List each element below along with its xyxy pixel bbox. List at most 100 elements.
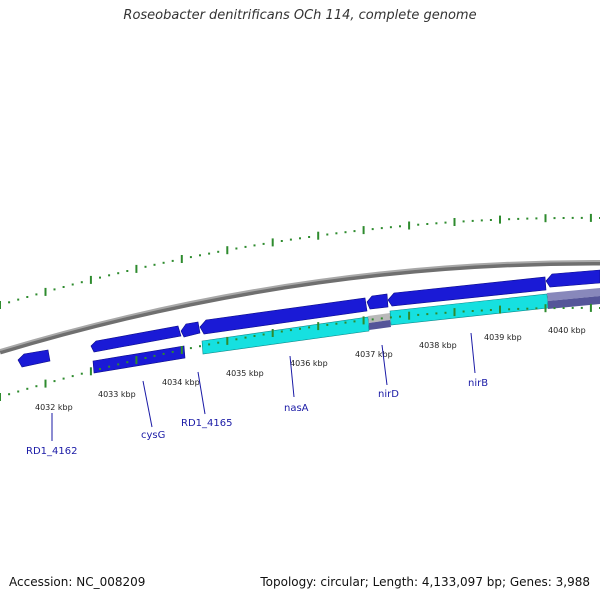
major-tick — [135, 356, 138, 365]
major-tick — [589, 213, 592, 222]
major-tick — [44, 379, 47, 388]
major-tick — [453, 308, 456, 317]
backbone — [0, 259, 600, 351]
nird-coding-block-top[interactable] — [368, 313, 390, 323]
major-tick — [44, 287, 47, 296]
gene-rd1-4162-arrow[interactable] — [17, 349, 51, 368]
minor-tick — [108, 274, 111, 277]
minor-tick — [117, 272, 120, 275]
minor-tick — [399, 225, 401, 228]
next-coding-block[interactable] — [548, 296, 600, 309]
minor-tick — [553, 307, 556, 310]
tick-label: 4038 kbp — [419, 341, 457, 350]
minor-tick — [462, 310, 465, 313]
tick-label: 4039 kbp — [484, 333, 522, 342]
minor-tick — [380, 227, 383, 230]
major-tick — [0, 301, 1, 309]
minor-tick — [235, 338, 238, 341]
minor-tick — [489, 309, 492, 311]
major-tick — [453, 218, 456, 226]
minor-tick — [162, 261, 165, 264]
cysg-coding-block[interactable] — [92, 345, 186, 374]
minor-tick — [144, 357, 147, 359]
major-tick — [135, 264, 138, 273]
minor-tick — [389, 316, 392, 319]
minor-tick — [53, 380, 56, 383]
kbp-labels: 4032 kbp 4033 kbp 4034 kbp 4035 kbp 4036… — [35, 326, 586, 412]
gene-cysg-arrow[interactable] — [90, 325, 182, 353]
major-tick — [89, 275, 92, 284]
gene-label-nirb[interactable]: nirB — [468, 378, 488, 389]
gene-nasa-arrow[interactable] — [199, 297, 368, 335]
minor-tick — [399, 315, 401, 318]
minor-tick — [299, 327, 301, 330]
major-tick — [0, 393, 1, 401]
minor-tick — [8, 301, 11, 304]
minor-tick — [171, 259, 174, 262]
minor-tick — [517, 217, 520, 220]
leader-nasa — [289, 355, 295, 398]
lower-tick-track — [0, 303, 600, 401]
gene-labels: RD1_4162 cysG RD1_4165 nasA nirD nirB — [26, 378, 488, 457]
minor-tick — [189, 256, 192, 259]
minor-tick — [126, 361, 129, 364]
leader-nird — [381, 344, 388, 386]
gene-nirb-arrow[interactable] — [387, 276, 547, 307]
minor-tick — [308, 236, 311, 238]
minor-tick — [444, 221, 447, 224]
gene-label-nasa[interactable]: nasA — [284, 403, 309, 414]
major-tick — [544, 304, 547, 313]
minor-tick — [380, 317, 383, 320]
minor-tick — [326, 233, 329, 236]
major-tick — [226, 246, 229, 255]
minor-tick — [517, 307, 520, 310]
major-tick — [89, 367, 92, 376]
major-tick — [499, 215, 501, 224]
minor-tick — [208, 343, 211, 346]
gene-small-arrow[interactable] — [180, 321, 201, 338]
feature-row-two — [92, 288, 600, 374]
minor-tick — [471, 219, 474, 222]
minor-tick — [171, 350, 174, 353]
minor-tick — [80, 281, 83, 284]
minor-tick — [353, 230, 356, 233]
tick-label: 4035 kbp — [226, 369, 264, 378]
major-tick — [180, 255, 183, 263]
major-tick — [317, 322, 320, 331]
minor-tick — [417, 223, 420, 226]
minor-tick — [526, 217, 529, 220]
minor-tick — [262, 242, 265, 245]
tick-label: 4037 kbp — [355, 350, 393, 359]
minor-tick — [117, 363, 120, 366]
gene-label-nird[interactable]: nirD — [378, 389, 399, 400]
minor-tick — [344, 321, 347, 324]
tick-label: 4032 kbp — [35, 403, 73, 412]
minor-tick — [335, 322, 338, 325]
minor-tick — [435, 222, 438, 225]
minor-tick — [217, 341, 220, 344]
minor-tick — [153, 354, 156, 357]
gene-label-cysg[interactable]: cysG — [141, 430, 165, 441]
gene-nird-arrow[interactable] — [366, 293, 389, 310]
minor-tick — [562, 307, 565, 309]
minor-tick — [253, 244, 256, 247]
major-tick — [226, 336, 229, 345]
minor-tick — [580, 306, 583, 309]
gene-label-rd1-4165[interactable]: RD1_4165 — [181, 418, 232, 429]
minor-tick — [508, 308, 511, 311]
minor-tick — [8, 393, 11, 396]
minor-tick — [62, 286, 65, 288]
nasa-coding-block[interactable] — [201, 316, 370, 355]
leader-cysg — [142, 380, 153, 428]
tick-label: 4040 kbp — [548, 326, 586, 335]
tick-label: 4033 kbp — [98, 390, 136, 399]
nird-coding-block-bottom[interactable] — [369, 320, 391, 330]
major-tick — [408, 221, 411, 230]
gene-label-rd1-4162[interactable]: RD1_4162 — [26, 446, 77, 457]
major-tick — [271, 329, 274, 337]
gene-next-arrow[interactable] — [545, 269, 600, 288]
minor-tick — [262, 333, 265, 336]
next-coding-block-top[interactable] — [547, 288, 600, 301]
major-tick — [317, 231, 320, 240]
